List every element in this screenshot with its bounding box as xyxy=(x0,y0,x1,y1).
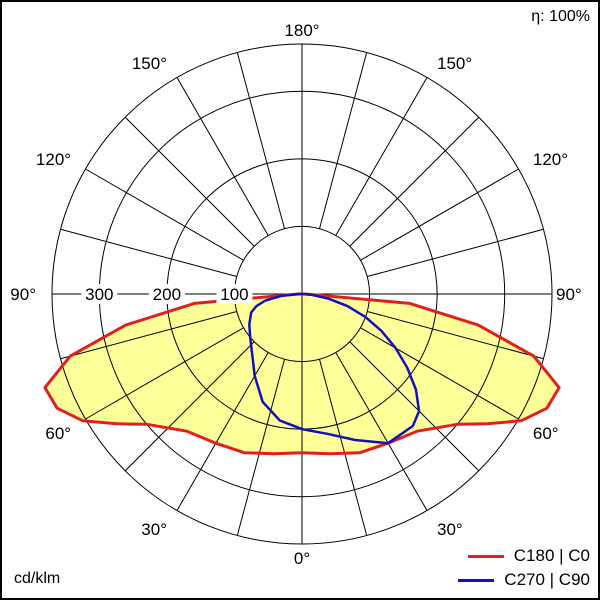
c0-curve xyxy=(43,292,561,456)
legend-swatch-c0 xyxy=(467,554,504,558)
radial-grid-line xyxy=(176,352,269,511)
radial-grid-line xyxy=(124,116,255,247)
angle-label: 150° xyxy=(132,54,167,73)
legend-swatch-c90 xyxy=(458,578,495,582)
radial-grid-line xyxy=(335,77,428,236)
angle-label: 0° xyxy=(294,549,310,568)
radial-grid-line xyxy=(360,168,519,261)
legend: C180 | C0 C270 | C90 xyxy=(458,544,590,592)
legend-item-c0: C180 | C0 xyxy=(458,544,590,568)
radial-grid-line xyxy=(335,352,428,511)
angle-label: 150° xyxy=(437,54,472,73)
radial-grid-line xyxy=(319,359,368,536)
c90-curve xyxy=(248,292,421,445)
angle-label: 60° xyxy=(533,424,559,443)
radial-tick-bg xyxy=(216,284,253,304)
legend-item-c90: C270 | C90 xyxy=(458,568,590,592)
radial-grid-line xyxy=(124,341,255,472)
angle-label: 60° xyxy=(45,424,71,443)
radial-tick-label: 200 xyxy=(153,285,181,304)
radial-tick-bg xyxy=(81,284,118,304)
radial-grid-line xyxy=(349,116,480,247)
radial-grid-line xyxy=(85,168,244,261)
radial-grid-line xyxy=(349,341,480,472)
legend-label-c0: C180 | C0 xyxy=(513,546,590,565)
radial-grid-line xyxy=(367,228,544,277)
radial-grid-line xyxy=(85,327,244,420)
legend-label-c90: C270 | C90 xyxy=(504,570,590,589)
efficiency-label: η: 100% xyxy=(531,8,590,25)
radial-grid-line xyxy=(236,52,285,229)
units-label: cd/klm xyxy=(14,570,61,587)
angle-label: 90° xyxy=(10,285,36,304)
angle-label: 120° xyxy=(36,150,71,169)
radial-grid-line xyxy=(319,52,368,229)
radial-grid-line xyxy=(360,327,519,420)
angle-label: 30° xyxy=(141,520,167,539)
angle-label: 90° xyxy=(556,285,582,304)
radial-grid-line xyxy=(176,77,269,236)
radial-grid-line xyxy=(367,311,544,360)
grid-circle xyxy=(51,43,553,545)
radial-grid-line xyxy=(236,359,285,536)
radial-tick-label: 100 xyxy=(220,285,248,304)
radial-grid-line xyxy=(60,311,237,360)
radial-grid-line xyxy=(60,228,237,277)
radial-tick-bg xyxy=(148,284,185,304)
radial-tick-label: 300 xyxy=(85,285,113,304)
angle-label: 30° xyxy=(437,520,463,539)
angle-label: 180° xyxy=(284,21,319,40)
angle-label: 120° xyxy=(533,150,568,169)
